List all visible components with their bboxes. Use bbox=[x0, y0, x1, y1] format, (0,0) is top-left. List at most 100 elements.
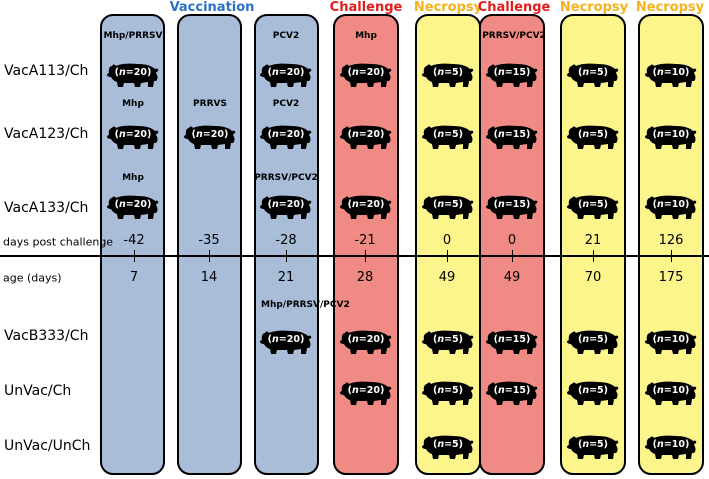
pig-silhouette-icon bbox=[260, 125, 312, 149]
timeline-tick bbox=[365, 250, 366, 262]
pig-group-icon: (n=5) bbox=[421, 192, 475, 220]
pig-count-label: (n=5) bbox=[432, 199, 464, 210]
dpc-value: 0 bbox=[442, 233, 452, 248]
pig-count-label: (n=15) bbox=[493, 67, 531, 78]
vaccine-label: Mhp/PRRSV/PCV2 bbox=[261, 300, 350, 310]
pig-silhouette-icon bbox=[107, 125, 159, 149]
vaccine-label: PCV2 bbox=[272, 99, 300, 109]
pig-group-icon: (n=20) bbox=[106, 122, 160, 150]
dpc-value: -35 bbox=[198, 233, 220, 248]
dpc-value: -28 bbox=[275, 233, 297, 248]
pig-group-icon: (n=20) bbox=[339, 192, 393, 220]
pig-count-label: (n=20) bbox=[114, 199, 152, 210]
pig-silhouette-icon bbox=[340, 63, 392, 87]
pig-count-label: (n=10) bbox=[652, 385, 690, 396]
pig-group-icon: (n=20) bbox=[339, 327, 393, 355]
pig-count-label: (n=15) bbox=[493, 199, 531, 210]
pig-silhouette-icon bbox=[486, 63, 538, 87]
timeline-tick bbox=[593, 250, 594, 262]
pig-group-icon: (n=20) bbox=[259, 327, 313, 355]
pig-count-label: (n=20) bbox=[347, 334, 385, 345]
pig-count-label: (n=20) bbox=[114, 67, 152, 78]
vaccine-label: PRRSV/PCV2 bbox=[254, 173, 318, 183]
pig-group-icon: (n=15) bbox=[485, 60, 539, 88]
pig-silhouette-icon bbox=[567, 63, 619, 87]
pig-count-label: (n=20) bbox=[191, 129, 229, 140]
dpc-value: 0 bbox=[507, 233, 517, 248]
age-value: 175 bbox=[658, 270, 684, 285]
pig-group-icon: (n=20) bbox=[339, 122, 393, 150]
pig-silhouette-icon bbox=[567, 125, 619, 149]
age-value: 28 bbox=[356, 270, 374, 285]
pig-silhouette-icon bbox=[260, 195, 312, 219]
pig-count-label: (n=15) bbox=[493, 129, 531, 140]
pig-count-label: (n=10) bbox=[652, 334, 690, 345]
pig-group-icon: (n=20) bbox=[259, 122, 313, 150]
pig-group-icon: (n=10) bbox=[644, 327, 698, 355]
age-value: 14 bbox=[200, 270, 218, 285]
pig-count-label: (n=20) bbox=[114, 129, 152, 140]
pig-count-label: (n=20) bbox=[347, 385, 385, 396]
header-challenge-2: Challenge bbox=[477, 0, 551, 15]
pig-group-icon: (n=20) bbox=[339, 378, 393, 406]
pig-silhouette-icon bbox=[260, 63, 312, 87]
header-necropsy-3: Necropsy bbox=[635, 0, 705, 15]
pig-group-icon: (n=20) bbox=[106, 60, 160, 88]
pig-group-icon: (n=10) bbox=[644, 378, 698, 406]
pig-group-icon: (n=5) bbox=[566, 432, 620, 460]
pig-silhouette-icon bbox=[645, 330, 697, 354]
pig-group-icon: (n=15) bbox=[485, 327, 539, 355]
pig-count-label: (n=5) bbox=[432, 67, 464, 78]
group-label: UnVac/UnCh bbox=[4, 438, 91, 454]
pig-silhouette-icon bbox=[486, 195, 538, 219]
pig-count-label: (n=10) bbox=[652, 439, 690, 450]
group-label: VacB333/Ch bbox=[4, 328, 89, 344]
pig-count-label: (n=10) bbox=[652, 199, 690, 210]
timeline-tick bbox=[512, 250, 513, 262]
vaccination-column-3 bbox=[254, 14, 319, 475]
timeline-tick bbox=[134, 250, 135, 262]
pig-group-icon: (n=10) bbox=[644, 122, 698, 150]
pig-silhouette-icon bbox=[486, 330, 538, 354]
pig-count-label: (n=5) bbox=[577, 334, 609, 345]
pig-group-icon: (n=5) bbox=[566, 122, 620, 150]
pig-count-label: (n=10) bbox=[652, 67, 690, 78]
timeline-tick bbox=[671, 250, 672, 262]
pig-group-icon: (n=5) bbox=[421, 327, 475, 355]
pig-count-label: (n=20) bbox=[267, 334, 305, 345]
pig-count-label: (n=5) bbox=[432, 385, 464, 396]
pig-silhouette-icon bbox=[645, 125, 697, 149]
pig-count-label: (n=5) bbox=[432, 439, 464, 450]
pig-count-label: (n=5) bbox=[577, 129, 609, 140]
dpc-value: 21 bbox=[584, 233, 602, 248]
pig-silhouette-icon bbox=[422, 330, 474, 354]
pig-count-label: (n=5) bbox=[577, 67, 609, 78]
age-value: 70 bbox=[584, 270, 602, 285]
pig-silhouette-icon bbox=[422, 63, 474, 87]
pig-silhouette-icon bbox=[645, 195, 697, 219]
age-value: 49 bbox=[503, 270, 521, 285]
pig-silhouette-icon bbox=[422, 435, 474, 459]
pig-group-icon: (n=5) bbox=[421, 122, 475, 150]
pig-count-label: (n=20) bbox=[347, 129, 385, 140]
pig-count-label: (n=5) bbox=[577, 439, 609, 450]
header-vaccination: Vaccination bbox=[169, 0, 255, 15]
pig-count-label: (n=20) bbox=[267, 199, 305, 210]
pig-silhouette-icon bbox=[422, 381, 474, 405]
header-necropsy-1: Necropsy bbox=[413, 0, 483, 15]
pig-silhouette-icon bbox=[260, 330, 312, 354]
pig-group-icon: (n=20) bbox=[259, 60, 313, 88]
pig-count-label: (n=5) bbox=[432, 334, 464, 345]
vaccine-label: PRRVS bbox=[193, 99, 227, 109]
timeline-tick bbox=[447, 250, 448, 262]
pig-silhouette-icon bbox=[422, 125, 474, 149]
pig-count-label: (n=5) bbox=[577, 199, 609, 210]
group-label: VacA133/Ch bbox=[4, 200, 89, 216]
pig-silhouette-icon bbox=[340, 330, 392, 354]
group-label: VacA113/Ch bbox=[4, 63, 89, 79]
pig-silhouette-icon bbox=[567, 435, 619, 459]
pig-group-icon: (n=10) bbox=[644, 192, 698, 220]
pig-silhouette-icon bbox=[422, 195, 474, 219]
pig-silhouette-icon bbox=[340, 125, 392, 149]
pig-group-icon: (n=5) bbox=[566, 192, 620, 220]
